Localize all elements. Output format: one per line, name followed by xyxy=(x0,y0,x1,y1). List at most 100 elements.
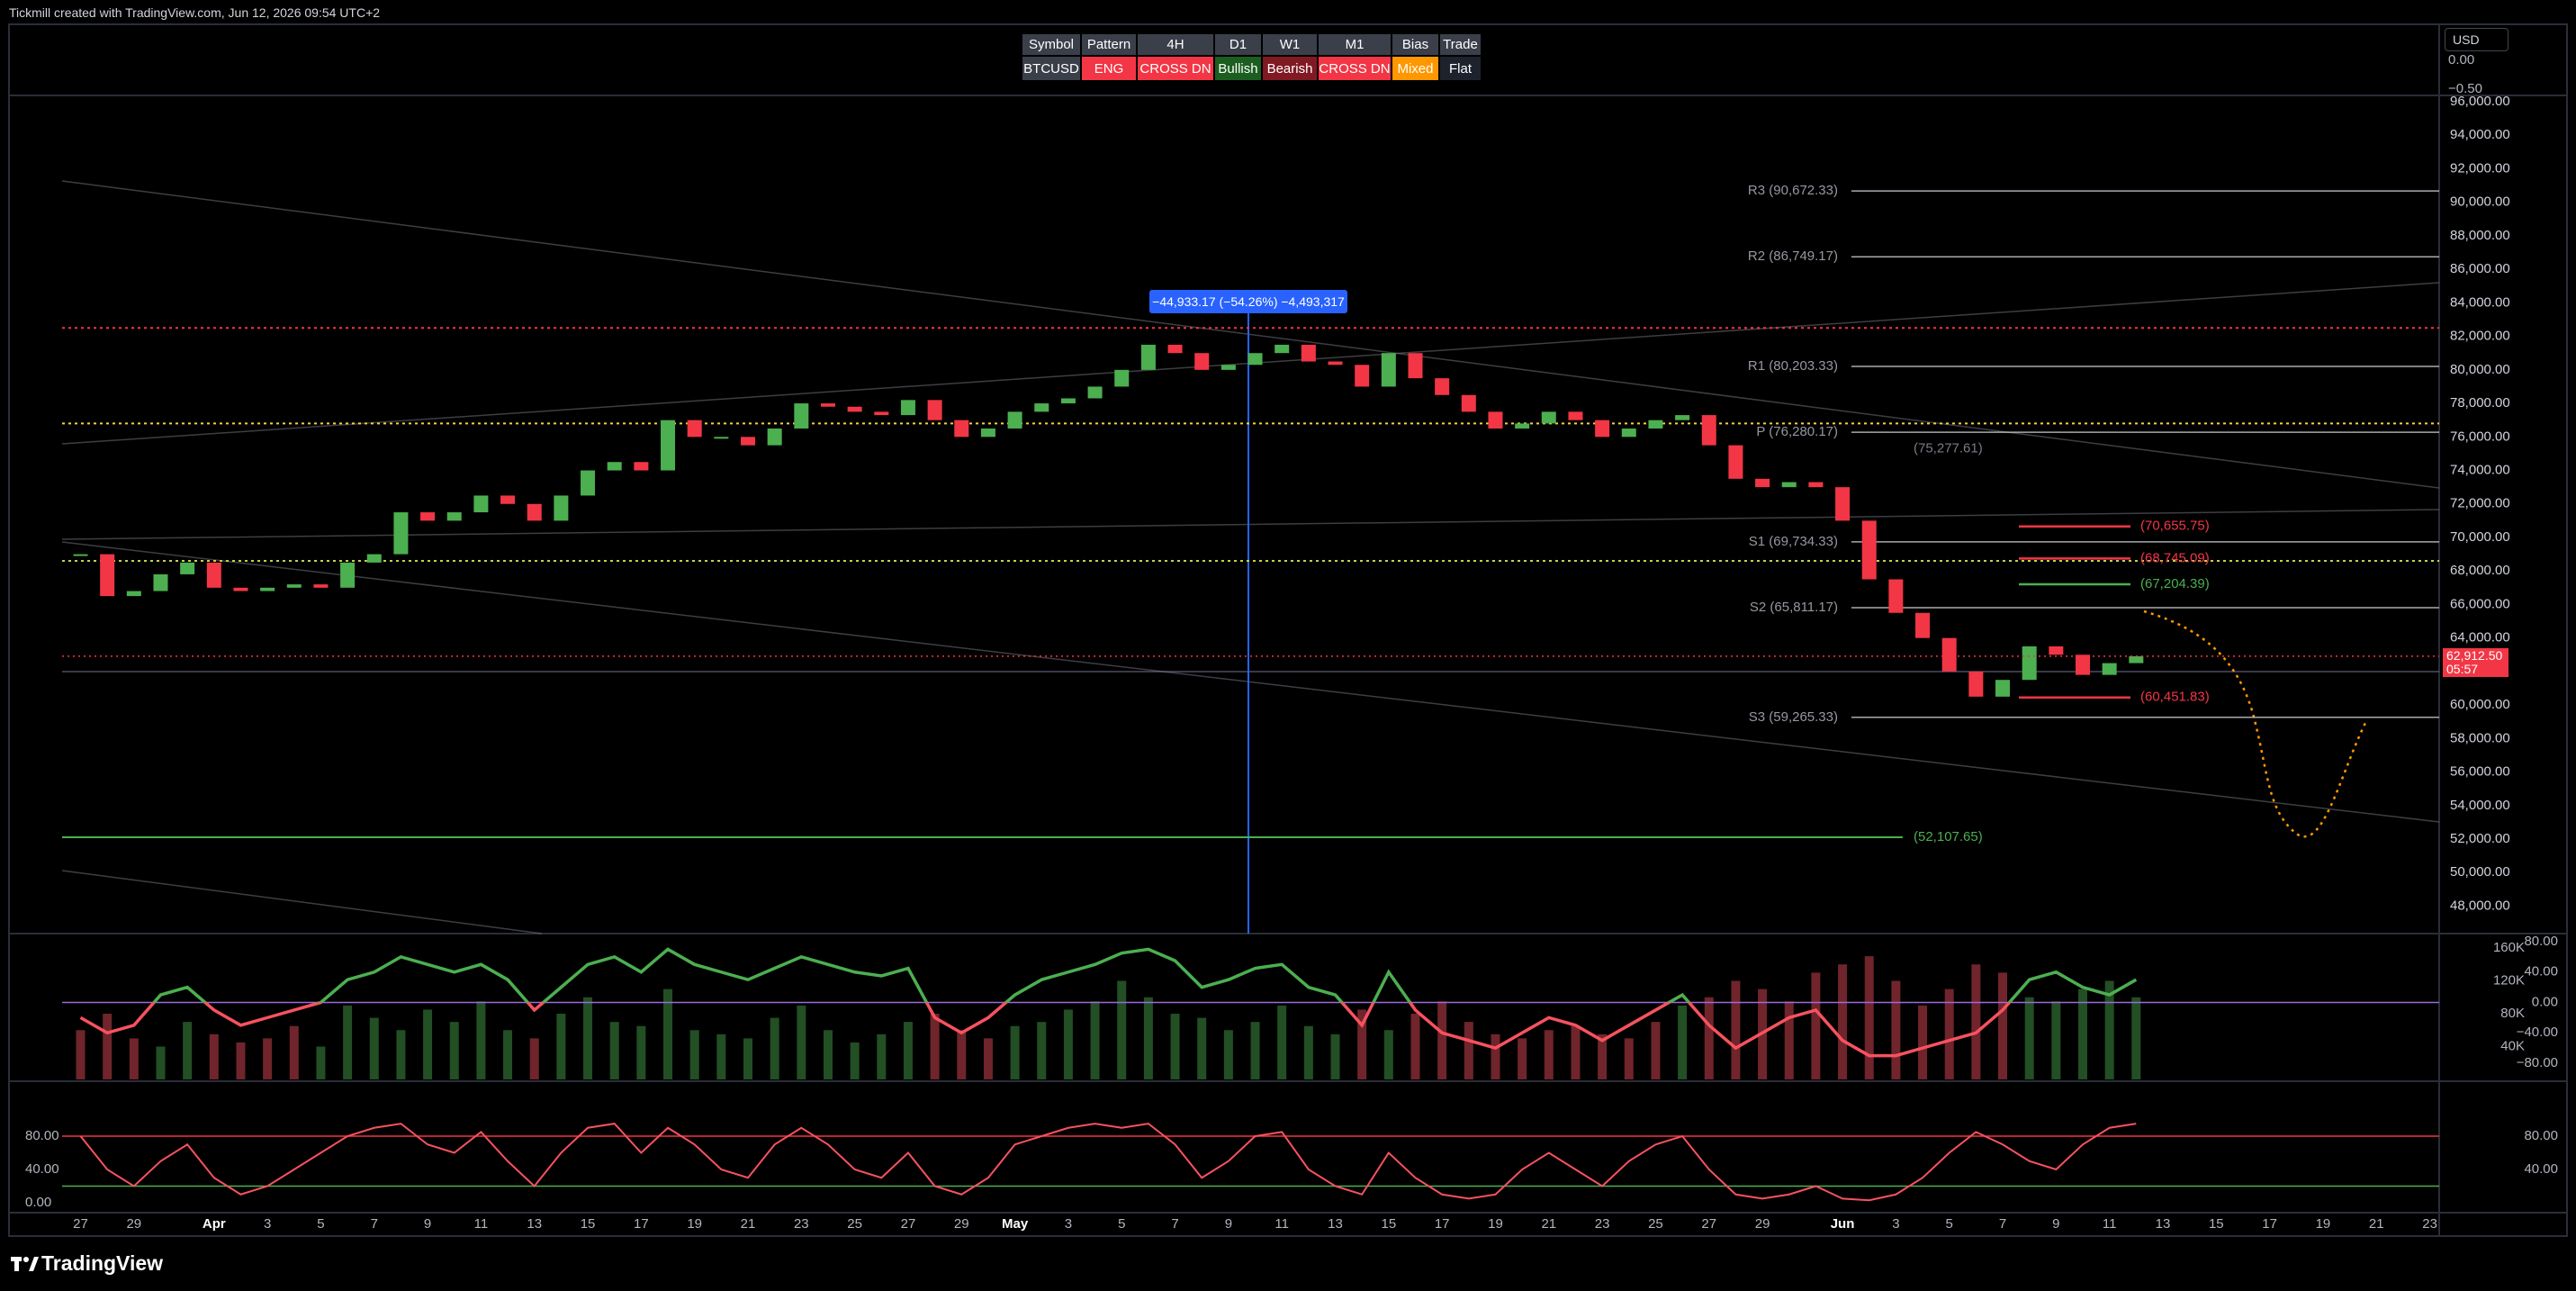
volume-bar xyxy=(797,1005,806,1079)
x-tick-label: 11 xyxy=(474,1216,489,1232)
volume-bar xyxy=(289,1025,299,1079)
oscillator-line-down xyxy=(79,1002,2012,1058)
candle xyxy=(927,400,942,420)
table-cell: BTCUSD xyxy=(1022,56,1081,81)
candle xyxy=(767,428,782,446)
volume-bar xyxy=(957,1030,967,1079)
candle xyxy=(206,562,221,588)
volume-bar xyxy=(1811,972,1821,1079)
candle xyxy=(500,495,516,504)
y-tick-label: 66,000.00 xyxy=(2450,596,2510,611)
volume-bar xyxy=(1170,1014,1180,1079)
candle xyxy=(1220,365,1236,370)
x-tick-label: 29 xyxy=(126,1216,141,1232)
candle xyxy=(1274,344,1290,354)
volume-bar xyxy=(1037,1022,1047,1079)
top-tick-label: −0.50 xyxy=(2448,81,2482,96)
x-tick-label: 19 xyxy=(1488,1216,1503,1232)
y-tick-label: 80.00 xyxy=(2524,1128,2558,1143)
currency-button[interactable]: USD xyxy=(2445,28,2508,51)
table-header: Pattern xyxy=(1081,33,1137,56)
y-tick-label: 56,000.00 xyxy=(2450,764,2510,780)
candle xyxy=(1941,637,1957,672)
volume-bar xyxy=(1571,1025,1581,1079)
candle xyxy=(473,495,489,513)
y-tick-label: 90,000.00 xyxy=(2450,194,2510,210)
volume-bar xyxy=(743,1038,752,1079)
volume-bar xyxy=(1731,980,1741,1079)
y-tick-label: 94,000.00 xyxy=(2450,127,2510,142)
logo-icon xyxy=(11,1257,39,1271)
volume-bar xyxy=(1678,1005,1688,1079)
candle xyxy=(1648,420,1663,429)
candle xyxy=(2022,646,2037,681)
volume-tick-label: 160K xyxy=(2493,940,2525,955)
y-tick-label: 40.00 xyxy=(2524,1161,2558,1177)
y-tick-label: 92,000.00 xyxy=(2450,160,2510,176)
target-label: (67,204.39) xyxy=(2140,576,2210,591)
countdown: 05:57 xyxy=(2446,661,2479,676)
x-tick-label: 7 xyxy=(371,1216,378,1232)
candle xyxy=(820,403,835,407)
y-tick-label: 78,000.00 xyxy=(2450,395,2510,411)
volume-bar xyxy=(1143,997,1153,1079)
y-tick-label: 68,000.00 xyxy=(2450,563,2510,578)
volume-bar xyxy=(877,1034,887,1079)
candle xyxy=(1355,365,1370,387)
candle xyxy=(1087,386,1103,399)
x-tick-label: 13 xyxy=(1328,1216,1343,1232)
y-tick-label: 72,000.00 xyxy=(2450,496,2510,511)
stochastic-line xyxy=(79,1123,2137,1202)
y-tick-label: 76,000.00 xyxy=(2450,429,2510,444)
candle xyxy=(1167,344,1183,354)
projection-label: (52,107.65) xyxy=(1914,829,1983,844)
volume-bar xyxy=(1544,1030,1554,1079)
candle xyxy=(1140,344,1156,370)
volume-tick-label: 120K xyxy=(2493,972,2525,988)
candle xyxy=(1968,671,1984,697)
x-tick-label: 19 xyxy=(2316,1216,2331,1232)
y-tick-label: 96,000.00 xyxy=(2450,94,2510,109)
volume-bar xyxy=(930,1014,940,1079)
projection-label: (75,277.61) xyxy=(1914,441,1983,456)
x-tick-label: 11 xyxy=(1274,1216,1289,1232)
oscillator-line-up xyxy=(151,947,2138,1003)
volume-bar xyxy=(1197,1017,1207,1079)
volume-bar xyxy=(1410,1014,1420,1079)
y-tick-label: 48,000.00 xyxy=(2450,898,2510,913)
candle xyxy=(1007,411,1022,429)
volume-bar xyxy=(103,1014,113,1079)
candle xyxy=(1247,353,1263,366)
candle xyxy=(954,420,969,438)
candle xyxy=(1194,353,1210,370)
volume-bar xyxy=(209,1034,219,1079)
volume-bar xyxy=(156,1046,166,1079)
volume-bar xyxy=(263,1038,273,1079)
candle xyxy=(1060,398,1076,404)
y-tick-label: 0.00 xyxy=(25,1195,51,1210)
table-cell: CROSS DN xyxy=(1318,56,1392,81)
candle xyxy=(1408,353,1423,379)
table-cell: Bullish xyxy=(1214,56,1262,81)
y-tick-label: 70,000.00 xyxy=(2450,529,2510,545)
candle xyxy=(554,495,569,521)
candle xyxy=(1995,680,2011,697)
candle xyxy=(1835,487,1851,521)
candle xyxy=(1568,411,1583,420)
x-tick-label: 25 xyxy=(1648,1216,1663,1232)
candle xyxy=(980,428,995,438)
candle xyxy=(73,554,88,556)
volume-bar xyxy=(1010,1025,1020,1079)
x-tick-label: 29 xyxy=(1755,1216,1770,1232)
x-tick-label: 21 xyxy=(2369,1216,2384,1232)
table-header: Trade xyxy=(1439,33,1482,56)
volume-bar xyxy=(1784,1001,1794,1079)
x-tick-label: 9 xyxy=(1225,1216,1232,1232)
candle xyxy=(874,411,889,416)
candle xyxy=(687,420,702,438)
candle xyxy=(1381,353,1396,387)
target-label: (60,451.83) xyxy=(2140,690,2210,705)
candle xyxy=(847,406,862,412)
volume-bar xyxy=(636,1025,646,1079)
volume-bar xyxy=(716,1034,726,1079)
